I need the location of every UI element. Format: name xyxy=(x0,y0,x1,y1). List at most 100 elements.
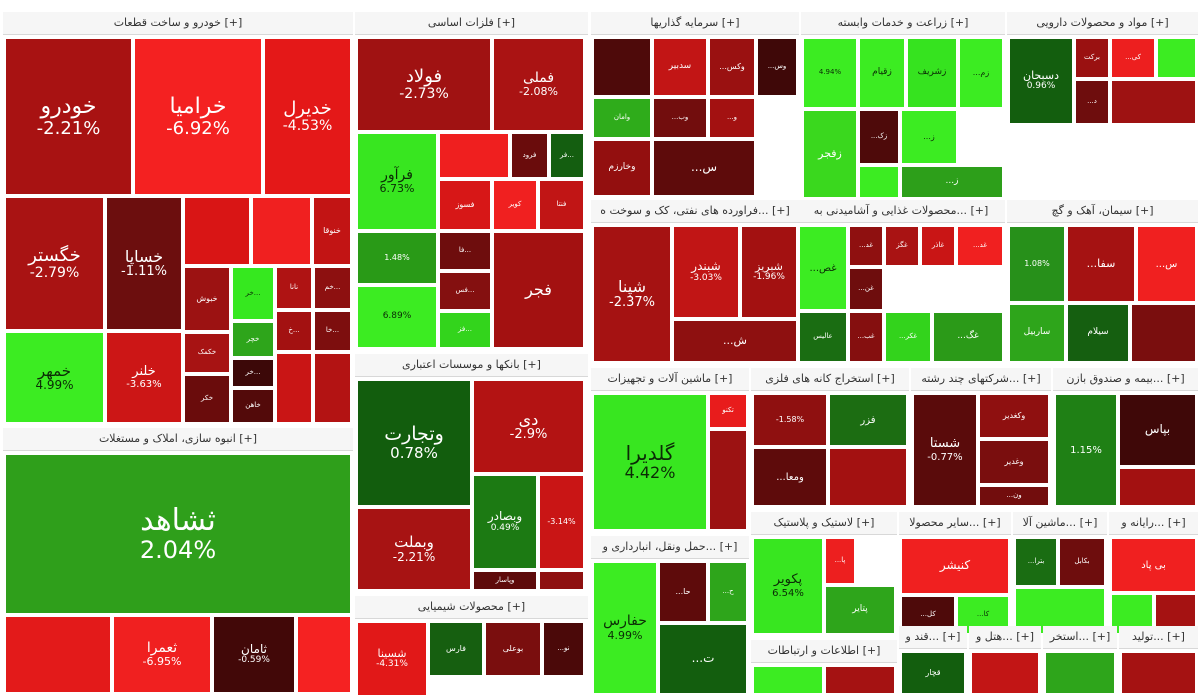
stock-tile-وپاسار[interactable]: وپاسار xyxy=(473,571,537,590)
stock-tile-خ[interactable]: خ... xyxy=(276,311,312,351)
stock-tile-tile10-5[interactable] xyxy=(1131,304,1196,362)
stock-tile-وب[interactable]: ...وب xyxy=(653,98,707,138)
stock-tile-tile0-22[interactable] xyxy=(314,353,351,423)
stock-tile-خر[interactable]: خر... xyxy=(232,359,274,387)
stock-tile-وبملت[interactable]: وبملت -2.21% xyxy=(357,508,471,590)
stock-tile-شستا[interactable]: شستا -0.77% xyxy=(913,394,977,506)
stock-tile-وکس[interactable]: ...وکس xyxy=(709,38,755,96)
sector-header[interactable]: [+] ...حمل ونقل، انبارداری و xyxy=(591,536,749,559)
stock-tile-وکغدیر[interactable]: وکغدیر xyxy=(979,394,1049,438)
sector-header[interactable]: [+] ...شرکتهای چند رشته xyxy=(911,368,1051,391)
sector-header[interactable]: [+] بانکها و موسسات اعتباری xyxy=(355,354,588,377)
stock-tile-وتجارت[interactable]: وتجارت 0.78% xyxy=(357,380,471,506)
stock-tile-زفجر[interactable]: زفجر xyxy=(803,110,857,198)
stock-tile-tile5-0[interactable] xyxy=(593,38,651,96)
stock-tile-tile7-5[interactable] xyxy=(1111,80,1196,124)
stock-tile-غب[interactable]: ...غب xyxy=(849,312,883,362)
stock-tile-خچر[interactable]: خچر xyxy=(232,322,274,357)
sector-header[interactable]: [+] استخراج کانه های فلزی xyxy=(751,368,909,391)
sector-header[interactable]: [+] ...استخر xyxy=(1043,626,1117,649)
stock-tile-س[interactable]: ...س xyxy=(1137,226,1196,302)
stock-tile-پکویر[interactable]: پکویر 6.54% xyxy=(753,538,823,634)
stock-tile-غص[interactable]: ...غص xyxy=(799,226,847,310)
stock-tile-tile10-0[interactable]: 1.08% xyxy=(1009,226,1065,302)
stock-tile-tile23-0[interactable] xyxy=(1045,652,1115,694)
stock-tile-خا[interactable]: خا... xyxy=(314,311,351,351)
stock-tile-فارس[interactable]: فارس xyxy=(429,622,483,676)
stock-tile-زک[interactable]: ...زک xyxy=(859,110,899,164)
stock-tile-غگ[interactable]: ...غگ xyxy=(933,312,1003,362)
stock-tile-تکنو[interactable]: تکنو xyxy=(709,394,747,428)
stock-tile-خکمک[interactable]: خکمک xyxy=(184,333,230,373)
stock-tile-فنتا[interactable]: فنتا xyxy=(539,180,584,230)
sector-header[interactable]: [+] مواد و محصولات دارویی xyxy=(1007,12,1198,35)
stock-tile-شبندر[interactable]: شبندر -3.03% xyxy=(673,226,739,318)
stock-tile-خنوقا[interactable]: خنوقا xyxy=(313,197,351,265)
stock-tile-tile0-5[interactable] xyxy=(184,197,250,265)
sector-header[interactable]: [+] انبوه سازی، املاک و مستغلات xyxy=(3,428,353,451)
stock-tile-خمهر[interactable]: خمهر 4.99% xyxy=(5,332,104,423)
stock-tile-فرود[interactable]: فرود xyxy=(511,133,548,178)
stock-tile-فجر[interactable]: فجر xyxy=(493,232,584,348)
stock-tile-عالیس[interactable]: عالیس xyxy=(799,312,847,362)
stock-tile-tile24-0[interactable] xyxy=(1121,652,1196,694)
sector-header[interactable]: [+] ...قند و xyxy=(899,626,967,649)
stock-tile-tile3-6[interactable] xyxy=(539,571,584,590)
stock-tile-tile12-3[interactable] xyxy=(829,448,907,506)
stock-tile-پا[interactable]: ...پا xyxy=(825,538,855,584)
stock-tile-ح[interactable]: ...ح xyxy=(709,562,747,622)
stock-tile-دی[interactable]: دی -2.9% xyxy=(473,380,584,473)
sector-header[interactable]: [+] ...رایانه و xyxy=(1109,512,1198,535)
stock-tile-خاهن[interactable]: خاهن xyxy=(232,389,274,423)
stock-tile-و[interactable]: ...و xyxy=(709,98,755,138)
stock-tile-سفا[interactable]: ...سفا xyxy=(1067,226,1135,302)
stock-tile-غد[interactable]: ...غد xyxy=(957,226,1003,266)
stock-tile-فس[interactable]: فس... xyxy=(439,272,491,310)
stock-tile-سدبیر[interactable]: سدبیر xyxy=(653,38,707,96)
sector-header[interactable]: [+] سیمان، آهک و گچ xyxy=(1007,200,1198,223)
stock-tile-خلنر[interactable]: خلنر -3.63% xyxy=(106,332,182,423)
stock-tile-زشریف[interactable]: زشریف xyxy=(907,38,957,108)
stock-tile-فولاد[interactable]: فولاد -2.73% xyxy=(357,38,491,131)
sector-header[interactable]: [+] ...فراورده های نفتی، کک و سوخت ه xyxy=(591,200,799,223)
stock-tile-ش[interactable]: ...ش xyxy=(673,320,797,362)
stock-tile-ثعمرا[interactable]: ثعمرا -6.95% xyxy=(113,616,211,693)
stock-tile-وامان[interactable]: وامان xyxy=(593,98,651,138)
stock-tile-شسینا[interactable]: شسینا -4.31% xyxy=(357,622,427,696)
stock-tile-فملی[interactable]: فملی -2.08% xyxy=(493,38,584,131)
stock-tile-ت[interactable]: ...ت xyxy=(659,624,747,694)
sector-header[interactable]: [+] ...محصولات غذایی و آشامیدنی به xyxy=(797,200,1005,223)
sector-header[interactable]: [+] محصولات شیمیایی xyxy=(355,596,588,619)
stock-tile-غن[interactable]: ...غن xyxy=(849,268,883,310)
stock-tile-tile2-10[interactable]: 6.89% xyxy=(357,286,437,348)
sector-header[interactable]: [+] ...هتل و xyxy=(969,626,1041,649)
stock-tile-ومعا[interactable]: ...ومعا xyxy=(753,448,827,506)
stock-tile-فسوز[interactable]: فسوز xyxy=(439,180,491,230)
stock-tile-خودرو[interactable]: خودرو -2.21% xyxy=(5,38,132,195)
stock-tile-وس[interactable]: ...وس xyxy=(757,38,797,96)
stock-tile-غد[interactable]: ...غد xyxy=(849,226,883,266)
stock-tile-غگز[interactable]: غگز xyxy=(885,226,919,266)
stock-tile-tile6-0[interactable]: 4.94% xyxy=(803,38,857,108)
stock-tile-tile14-2[interactable] xyxy=(1119,468,1196,506)
stock-tile-tile20-1[interactable] xyxy=(825,666,895,694)
stock-tile-tile2-6[interactable]: 1.48% xyxy=(357,232,437,284)
stock-tile-فا[interactable]: فا... xyxy=(439,232,491,270)
stock-tile-tile0-6[interactable] xyxy=(252,197,311,265)
stock-tile-tile1-4[interactable] xyxy=(297,616,351,693)
sector-header[interactable]: [+] ...سایر محصولا xyxy=(899,512,1011,535)
stock-tile-خبوش[interactable]: خبوش xyxy=(184,267,230,331)
stock-tile-فر[interactable]: فر... xyxy=(550,133,584,178)
stock-tile-tile0-21[interactable] xyxy=(276,353,312,423)
stock-tile-tile3-3[interactable]: -3.14% xyxy=(539,475,584,569)
stock-tile-قچار[interactable]: قچار xyxy=(901,652,965,694)
stock-tile-ثامان[interactable]: ثامان -0.59% xyxy=(213,616,295,693)
stock-tile-خکر[interactable]: خکر xyxy=(184,375,230,423)
stock-tile-غاذر[interactable]: غاذر xyxy=(921,226,955,266)
sector-header[interactable]: [+] سرمایه گذاریها xyxy=(591,12,799,35)
stock-tile-خديرل[interactable]: خديرل -4.53% xyxy=(264,38,351,195)
stock-tile-د[interactable]: ...د xyxy=(1075,80,1109,124)
stock-tile-فرآور[interactable]: فرآور 6.73% xyxy=(357,133,437,230)
stock-tile-بکابل[interactable]: بکابل xyxy=(1059,538,1105,586)
stock-tile-ون[interactable]: ...ون xyxy=(979,486,1049,506)
